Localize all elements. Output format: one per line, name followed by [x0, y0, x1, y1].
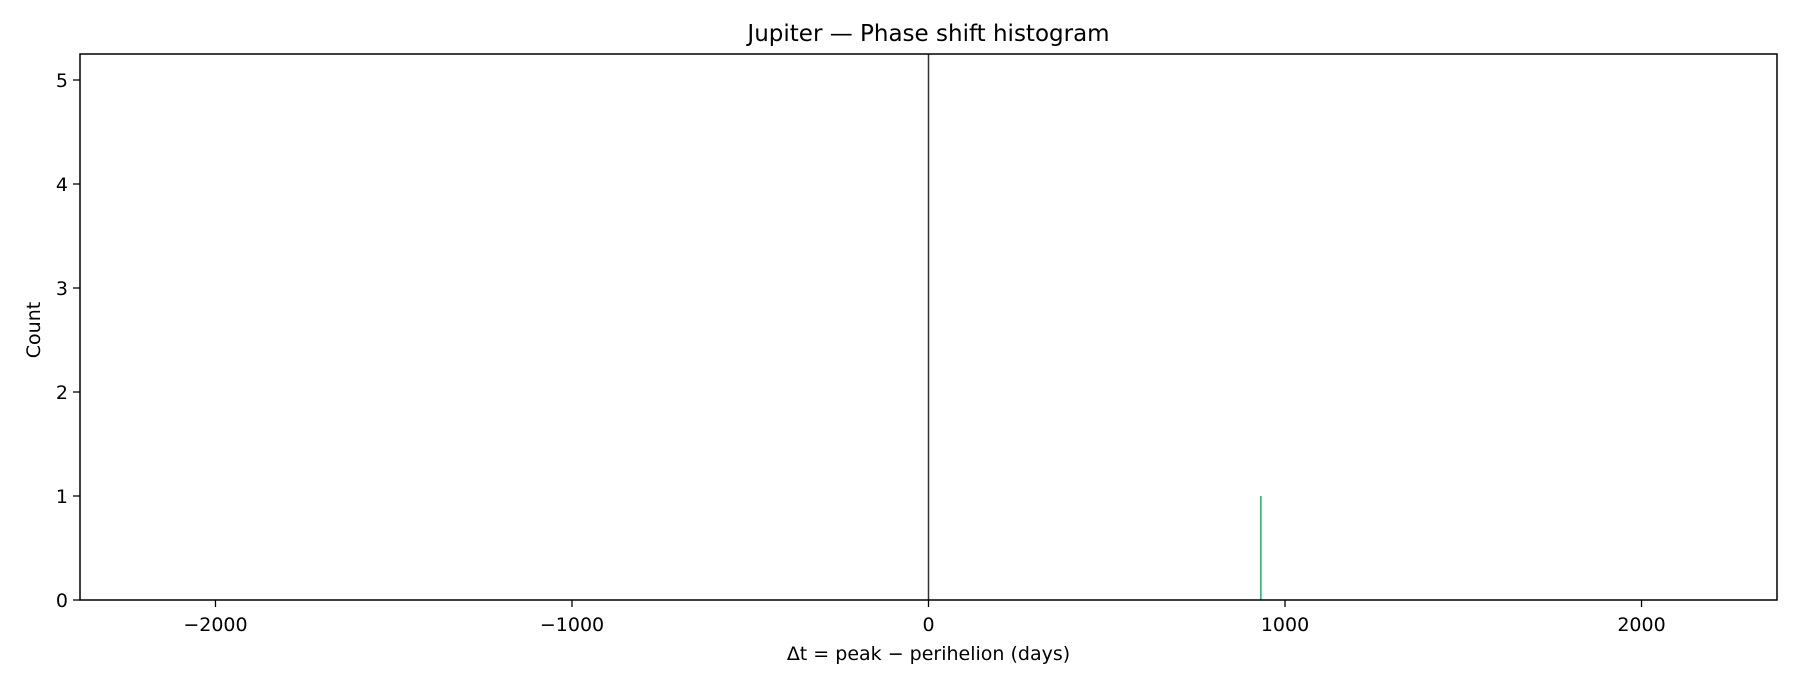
histogram-bar-0: [1260, 496, 1262, 600]
x-tick-label: 1000: [1261, 614, 1309, 636]
plot-area: −2000 −1000 0 1000 2000 0 1 2 3 4 5: [56, 53, 1778, 636]
x-tick-label: −1000: [540, 614, 604, 636]
y-tick-label: 1: [56, 486, 68, 508]
x-tick-label: 2000: [1617, 614, 1665, 636]
y-axis-label: Count: [23, 302, 45, 358]
x-axis-label: Δt = peak − perihelion (days): [787, 643, 1070, 665]
x-tick-label: −2000: [183, 614, 247, 636]
x-tick-label: 0: [922, 614, 934, 636]
chart-title: Jupiter — Phase shift histogram: [745, 21, 1109, 47]
y-tick-label: 4: [56, 174, 68, 196]
y-tick-label: 3: [56, 278, 68, 300]
y-tick-label: 0: [56, 590, 68, 612]
y-tick-label: 5: [56, 70, 68, 92]
y-tick-label: 2: [56, 382, 68, 404]
